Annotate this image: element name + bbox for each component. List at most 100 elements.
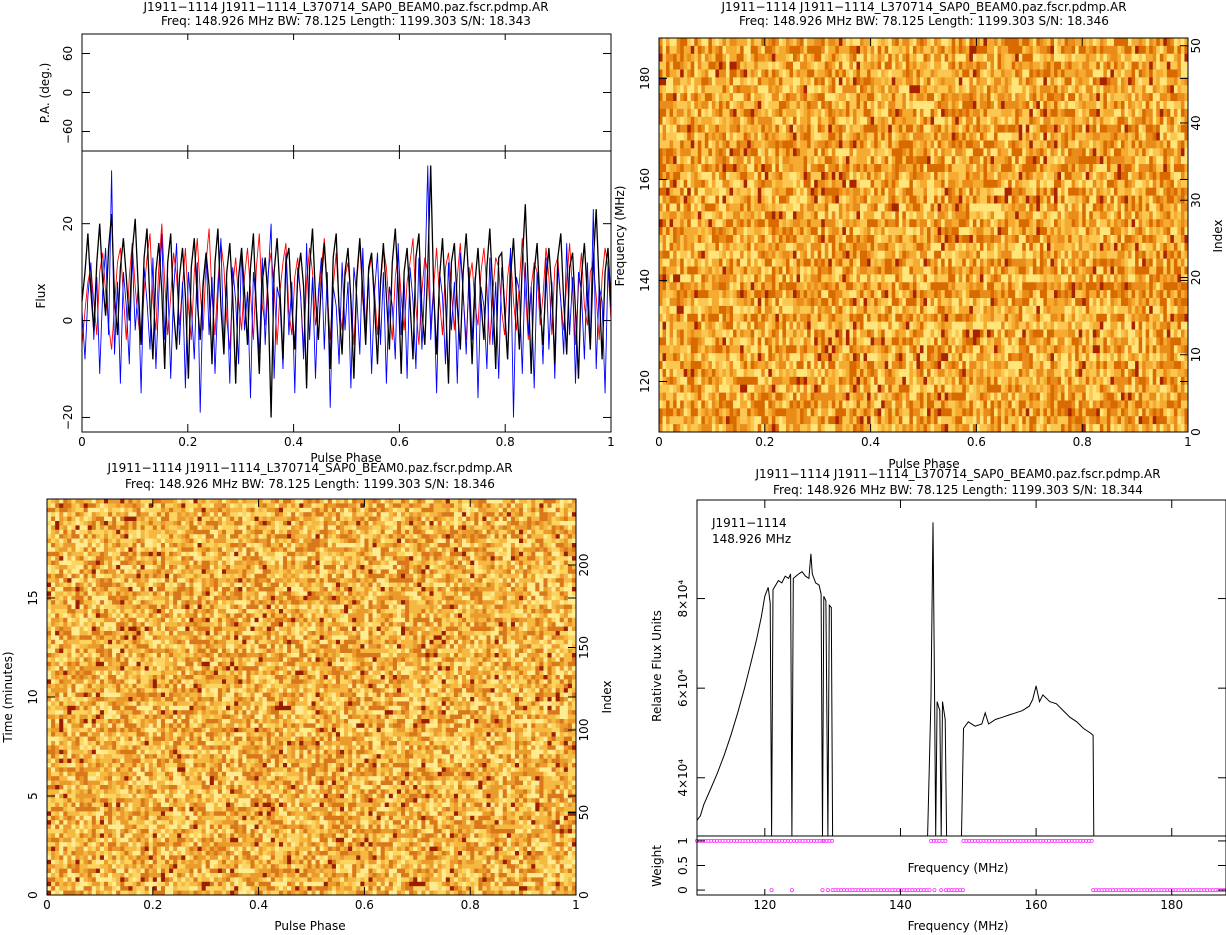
- heatmap-cell: [1068, 148, 1072, 157]
- heatmap-cell: [1082, 211, 1087, 220]
- heatmap-cell: [1061, 156, 1065, 165]
- heatmap-cell: [923, 85, 928, 94]
- heatmap-cell: [1046, 179, 1051, 189]
- heatmap-cell: [958, 171, 963, 181]
- heatmap-cell: [1011, 274, 1016, 283]
- heatmap-cell: [1110, 242, 1115, 252]
- heatmap-cell: [972, 274, 977, 283]
- heatmap-cell: [969, 108, 974, 118]
- heatmap-cell: [1166, 266, 1171, 275]
- heatmap-cell: [1078, 53, 1083, 62]
- heatmap-cell: [796, 77, 801, 86]
- heatmap-cell: [1057, 242, 1062, 252]
- heatmap-cell: [1170, 45, 1175, 55]
- heatmap-cell: [1011, 132, 1016, 141]
- heatmap-cell: [754, 132, 759, 141]
- heatmap-cell: [800, 282, 804, 291]
- heatmap-cell: [1075, 164, 1079, 173]
- heatmap-cell: [715, 85, 720, 94]
- heatmap-cell: [1050, 290, 1055, 299]
- heatmap-cell: [789, 148, 794, 157]
- heatmap-cell: [1015, 164, 1020, 173]
- heatmap-cell: [701, 61, 706, 70]
- heatmap-cell: [821, 132, 826, 141]
- heatmap-cell: [1180, 282, 1185, 291]
- heatmap-cell: [757, 45, 762, 55]
- heatmap-cell: [793, 242, 797, 252]
- heatmap-cell: [845, 211, 850, 220]
- heatmap-cell: [958, 156, 963, 165]
- heatmap-cell: [870, 171, 875, 181]
- heatmap-cell: [1166, 108, 1171, 118]
- heatmap-cell: [828, 227, 833, 236]
- heatmap-cell: [1149, 61, 1154, 70]
- heatmap-cell: [902, 156, 907, 165]
- heatmap-cell: [796, 266, 801, 275]
- heatmap-cell: [983, 116, 988, 125]
- heatmap-cell: [955, 282, 960, 291]
- heatmap-cell: [902, 171, 907, 181]
- heatmap-cell: [701, 85, 706, 94]
- heatmap-cell: [747, 219, 751, 228]
- heatmap-cell: [750, 156, 755, 165]
- heatmap-cell: [863, 274, 868, 283]
- heatmap-cell: [1022, 101, 1027, 110]
- heatmap-cell: [729, 140, 734, 149]
- heatmap-cell: [821, 290, 826, 299]
- heatmap-cell: [983, 93, 988, 102]
- heatmap-cell: [1128, 69, 1132, 78]
- heatmap-cell: [796, 108, 801, 118]
- heatmap-cell: [1022, 53, 1027, 62]
- heatmap-cell: [884, 187, 889, 196]
- heatmap-cell: [1053, 171, 1058, 181]
- heatmap-cell: [1015, 179, 1020, 189]
- heatmap-cell: [722, 116, 727, 125]
- heatmap-cell: [997, 164, 1002, 173]
- heatmap-cell: [807, 203, 811, 212]
- heatmap-cell: [1106, 235, 1111, 244]
- heatmap-cell: [718, 116, 723, 125]
- heatmap-cell: [704, 69, 709, 78]
- heatmap-cell: [916, 250, 921, 259]
- heatmap-cell: [1029, 195, 1034, 204]
- heatmap-cell: [852, 148, 857, 157]
- heatmap-cell: [785, 179, 790, 189]
- heatmap-cell: [1075, 38, 1079, 47]
- heatmap-cell: [969, 77, 974, 86]
- heatmap-cell: [845, 108, 850, 118]
- heatmap-cell: [1022, 38, 1027, 47]
- heatmap-cell: [1166, 124, 1171, 133]
- heatmap-cell: [1156, 77, 1161, 86]
- heatmap-cell: [662, 171, 667, 181]
- heatmap-cell: [711, 85, 716, 94]
- heatmap-cell: [1064, 258, 1069, 267]
- heatmap-cell: [1149, 203, 1154, 212]
- heatmap-cell: [718, 266, 723, 275]
- heatmap-cell: [845, 101, 850, 110]
- heatmap-cell: [1170, 140, 1175, 149]
- heatmap-cell: [704, 132, 709, 141]
- heatmap-cell: [715, 101, 720, 110]
- heatmap-cell: [701, 124, 706, 133]
- heatmap-cell: [919, 171, 924, 181]
- heatmap-cell: [867, 258, 871, 267]
- heatmap-cell: [1142, 258, 1146, 267]
- heatmap-cell: [1135, 61, 1139, 70]
- heatmap-cell: [754, 179, 759, 189]
- heatmap-cell: [972, 282, 977, 291]
- heatmap-cell: [764, 45, 769, 55]
- heatmap-cell: [1113, 219, 1118, 228]
- heatmap-cell: [912, 187, 917, 196]
- heatmap-cell: [969, 38, 974, 47]
- heatmap-cell: [1170, 53, 1175, 62]
- heatmap-cell: [789, 242, 794, 252]
- heatmap-cell: [881, 148, 886, 157]
- heatmap-cell: [962, 274, 967, 283]
- heatmap-cell: [796, 156, 801, 165]
- heatmap-cell: [976, 203, 981, 212]
- heatmap-cell: [923, 258, 928, 267]
- heatmap-cell: [937, 132, 942, 141]
- heatmap-cell: [669, 179, 674, 189]
- heatmap-cell: [1142, 77, 1146, 86]
- heatmap-cell: [715, 235, 720, 244]
